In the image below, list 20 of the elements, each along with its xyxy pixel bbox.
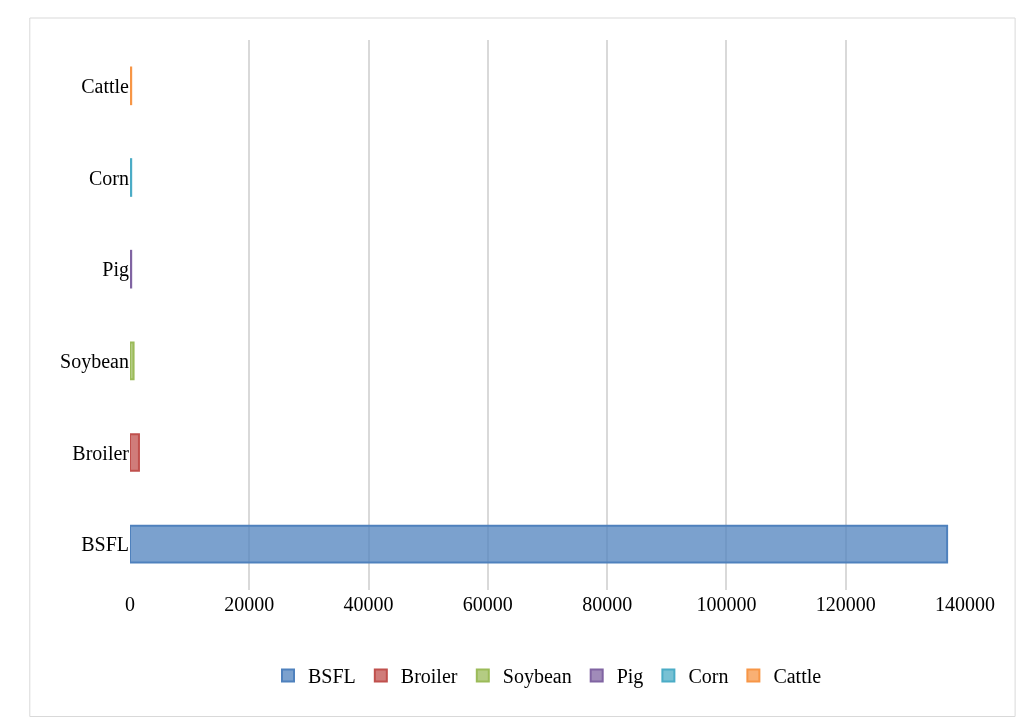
legend-label: Cattle	[773, 665, 822, 688]
legend-label: Broiler	[400, 665, 458, 688]
legend-label: Corn	[688, 665, 729, 688]
x-tick-label: 80000	[582, 593, 633, 615]
legend-label: Pig	[616, 665, 644, 689]
x-tick-label: 0	[125, 593, 135, 615]
x-tick-label: 140000	[935, 593, 995, 615]
x-tick-label: 20000	[224, 593, 275, 615]
x-tick-label: 40000	[343, 593, 394, 615]
y-tick-label: BSFL	[81, 533, 129, 556]
y-tick-label: Soybean	[60, 349, 129, 373]
legend-label: BSFL	[308, 665, 356, 688]
y-tick-label: Pig	[102, 258, 129, 282]
y-tick-label: Broiler	[72, 441, 130, 464]
x-tick-label: 120000	[815, 593, 876, 615]
legend-label: Soybean	[502, 665, 572, 689]
y-tick-label: Cattle	[81, 74, 130, 97]
x-tick-label: 60000	[462, 593, 513, 615]
x-tick-label: 100000	[696, 593, 757, 615]
y-tick-label: Corn	[89, 166, 129, 189]
